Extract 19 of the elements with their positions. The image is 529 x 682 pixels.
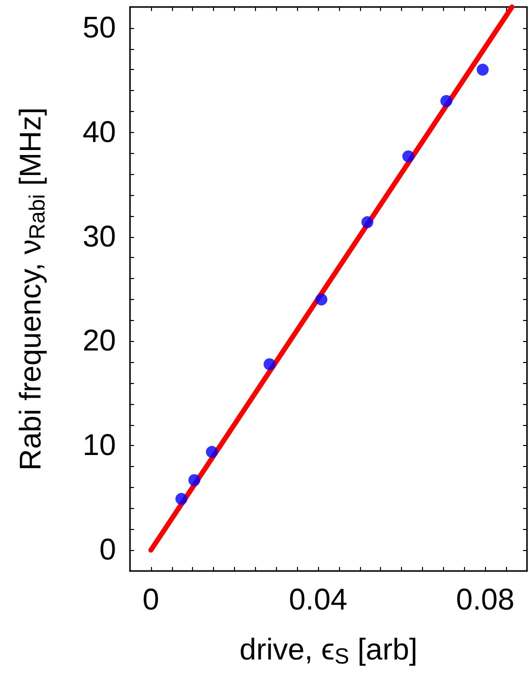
x-tick-label: 0.08 xyxy=(456,584,514,616)
y-tick-label: 30 xyxy=(82,220,116,254)
point xyxy=(476,64,489,76)
point xyxy=(264,358,276,370)
point xyxy=(188,474,200,486)
y-tick-label: 10 xyxy=(82,429,116,462)
x-tick-label: 0 xyxy=(142,584,160,616)
y-tick-label: 40 xyxy=(82,116,116,149)
point xyxy=(402,150,414,162)
point xyxy=(315,293,328,306)
point xyxy=(361,216,374,228)
y-tick-label: 20 xyxy=(82,324,116,358)
point xyxy=(175,492,188,505)
point xyxy=(440,95,452,107)
y-tick-label: 50 xyxy=(82,11,116,44)
y-tick-label: 0 xyxy=(99,534,116,567)
point xyxy=(206,446,218,458)
y-axis-title: Rabi frequency, νRabi [MHz] xyxy=(14,107,50,471)
x-tick-label: 0.04 xyxy=(288,584,348,616)
